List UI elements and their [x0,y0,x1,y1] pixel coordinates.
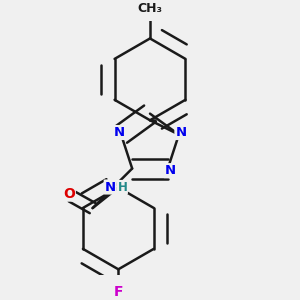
Text: N: N [113,126,124,139]
Text: N: N [105,181,116,194]
Text: H: H [118,181,127,194]
Text: N: N [176,126,187,139]
Text: F: F [114,285,123,299]
Text: CH₃: CH₃ [137,2,163,15]
Text: N: N [164,164,175,177]
Text: O: O [63,187,75,201]
